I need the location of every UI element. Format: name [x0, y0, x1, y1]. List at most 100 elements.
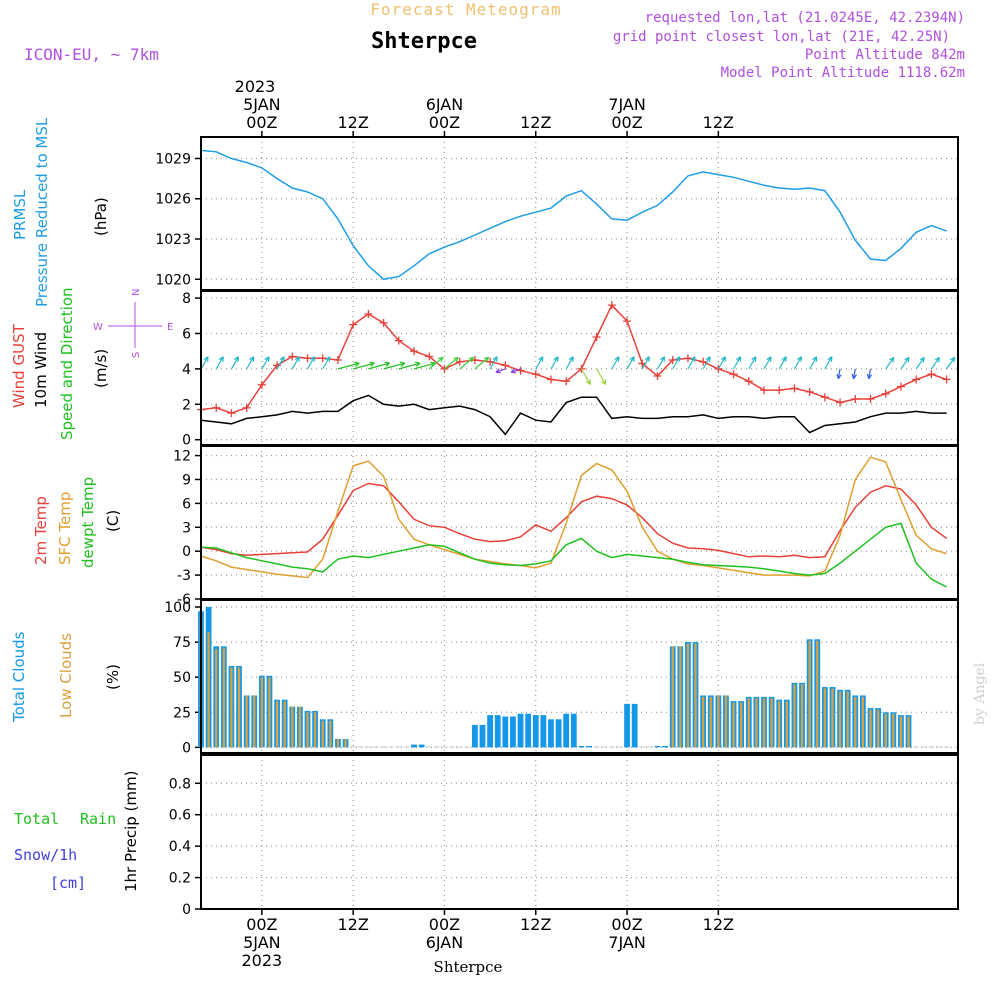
total-cloud-bar-35 [464, 746, 471, 748]
total-cloud-bar-55 [616, 746, 623, 748]
model-label: ICON-EU, ~ 7km [24, 45, 159, 64]
compass-w: W [93, 322, 103, 333]
gust-point-44 [866, 394, 875, 403]
gust-point-49 [942, 375, 951, 384]
cloud-labels: Total Clouds Low Clouds (%) [10, 631, 122, 723]
wind-arrow-4 [291, 356, 300, 370]
low-cloud-bar-71 [740, 702, 743, 748]
pressure-unit-label: (hPa) [92, 197, 110, 236]
total-cloud-bar-23 [373, 746, 379, 748]
low-cloud-bar-18 [336, 738, 340, 748]
panel-pressure: 1020 1023 1026 1029 [155, 136, 959, 291]
low-cloud-bar-74 [762, 698, 766, 748]
total-cloud-bar-51 [586, 745, 592, 748]
wind-arrowhead-72 [812, 356, 818, 362]
low-cloud-bar-62 [671, 646, 674, 748]
gust-label: Wind GUST [10, 323, 28, 408]
gust-point-48 [927, 370, 936, 379]
ytick-label-wind-0: 0 [182, 433, 191, 449]
compass-n: N [131, 289, 142, 296]
cloud-unit-label: (%) [104, 664, 122, 690]
wind-arrow-36 [535, 356, 544, 370]
total-cloud-bar-56 [624, 703, 630, 748]
low-cloud-bar-70 [732, 702, 735, 748]
top-day-label-2: 7JAN [608, 95, 646, 114]
gust-point-17 [455, 357, 464, 366]
panel-wind: 0 2 4 6 8 [182, 290, 959, 449]
wind-arrowhead-46 [614, 356, 620, 362]
wind-arrowhead-78 [851, 373, 857, 380]
total-cloud-bar-95 [920, 746, 927, 748]
wind-arrowhead-90 [949, 356, 956, 363]
wind-arrowhead-86 [919, 356, 925, 363]
ytick-label-clouds-2: 50 [173, 670, 191, 686]
total-cloud-bar-50 [578, 745, 585, 748]
gust-point-40 [805, 387, 814, 396]
wind-arrowhead-26 [468, 356, 475, 363]
wind-arrowhead--2 [249, 356, 255, 362]
total-cloud-bar-45 [540, 715, 547, 748]
gust-point-28 [623, 317, 632, 326]
bottom-day-label-1: 6JAN [426, 933, 464, 952]
low-cloud-bar-77 [785, 701, 788, 748]
total-cloud-bar-22 [365, 746, 372, 748]
gust-point-15 [425, 352, 434, 361]
total-cloud-bar-58 [639, 746, 646, 748]
total-cloud-bar-61 [662, 745, 668, 748]
gust-point-22 [531, 370, 540, 379]
low-cloud-bar-9 [268, 677, 271, 748]
series-line-dewpt-temp [200, 522, 947, 588]
low-cloud-bar-15 [313, 712, 317, 748]
gust-point-21 [516, 366, 525, 375]
gust-point-25 [577, 364, 586, 373]
wind-arrowhead-56 [690, 356, 696, 362]
point-altitude: Point Altitude 842m [805, 47, 965, 63]
series-line-pressure [200, 149, 947, 281]
ytick-label-wind-3: 6 [182, 326, 191, 342]
low-cloud-bar-13 [298, 706, 302, 748]
gust-point-39 [790, 384, 799, 393]
wind-arrowhead-80 [866, 373, 873, 380]
bottom-location-label: Shterpce [434, 958, 503, 976]
low-cloud-bar-88 [869, 709, 872, 748]
gust-point-13 [394, 336, 403, 345]
ytick-label-pressure-0: 1020 [155, 272, 191, 288]
meteogram-title: Forecast Meteogram [370, 0, 561, 19]
wind-arrow-64 [748, 356, 757, 370]
low-cloud-bar-92 [899, 716, 903, 748]
wind-arrowhead-54 [675, 356, 681, 362]
wind-arrow--8 [200, 356, 209, 370]
wind-arrow-20 [413, 362, 436, 370]
top-tick-label-3: 12Z [520, 113, 551, 132]
ytick-label-precipitation-0: 0 [182, 902, 191, 918]
gust-point-24 [562, 377, 571, 386]
pressure-labels: PRMSL Pressure Reduced to MSL (hPa) [11, 117, 110, 307]
low-clouds-label: Low Clouds [57, 633, 75, 718]
gust-point-9 [333, 356, 342, 365]
credit-label: by Angel [972, 662, 988, 725]
panel-frame-temperature [200, 445, 959, 600]
low-cloud-bar-2 [215, 649, 218, 748]
ytick-label-temperature-1: -3 [177, 568, 191, 584]
total-cloud-bar-33 [449, 746, 455, 748]
total-cloud-bar-44 [532, 715, 539, 748]
low-cloud-bar-76 [778, 701, 781, 748]
wind-arrow-50 [641, 356, 650, 370]
sfc-label: SFC Temp [56, 492, 74, 565]
bottom-year-label: 2023 [242, 951, 283, 970]
wind-arrow-72 [809, 356, 818, 370]
wind-arrowhead-38 [553, 356, 559, 362]
panel-frame-clouds [200, 599, 959, 754]
wind-arrowhead-48 [629, 356, 635, 362]
pressure-msl-label: Pressure Reduced to MSL [33, 117, 51, 307]
precip-total-label: Total [14, 810, 59, 828]
total-cloud-bar-52 [593, 746, 600, 748]
wind-arrowhead-68 [781, 356, 787, 362]
total-cloud-bar-41 [510, 716, 516, 748]
low-cloud-bar-5 [237, 667, 241, 748]
ytick-label-precipitation-3: 0.6 [169, 808, 191, 824]
ytick-label-wind-4: 8 [182, 291, 191, 307]
total-cloud-bar-32 [441, 746, 448, 748]
wind-arrowhead-16 [399, 361, 406, 367]
ytick-label-temperature-3: 3 [182, 520, 191, 536]
